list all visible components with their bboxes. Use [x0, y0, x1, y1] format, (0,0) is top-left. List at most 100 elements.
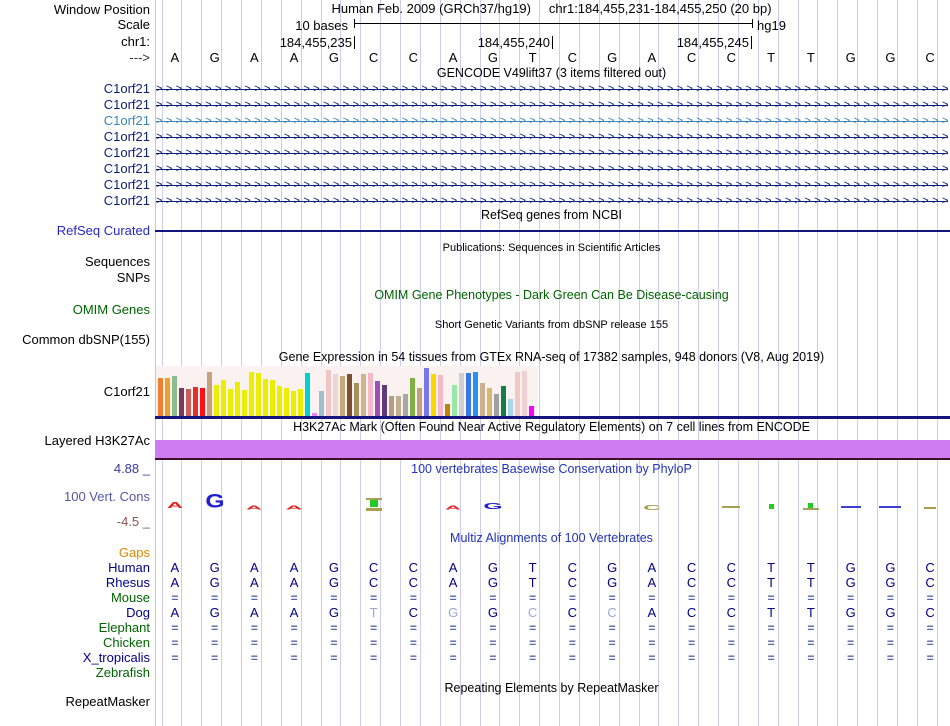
- gencode-gene-label[interactable]: C1orf21: [103, 113, 150, 128]
- gencode-gene-label[interactable]: C1orf21: [103, 161, 150, 176]
- multiz-alignment-base: A: [250, 605, 259, 620]
- multiz-alignment-base: =: [807, 636, 815, 650]
- track-label-refseq-curated[interactable]: RefSeq Curated: [56, 223, 150, 238]
- conservation-mark: [365, 498, 382, 500]
- track-label-common-dbsnp[interactable]: Common dbSNP(155): [22, 332, 150, 347]
- track-title-gencode[interactable]: GENCODE V49lift37 (3 items filtered out): [436, 66, 667, 80]
- multiz-species-label[interactable]: Elephant: [98, 620, 150, 635]
- track-title-multiz[interactable]: Multiz Alignments of 100 Vertebrates: [450, 531, 653, 545]
- multiz-species-label[interactable]: Rhesus: [105, 575, 150, 590]
- multiz-species-label[interactable]: Gaps: [118, 545, 150, 560]
- gencode-transcript-arrows[interactable]: >>>>>>>>>>>>>>>>>>>>>>>>>>>>>>>>>>>>>>>>…: [156, 99, 948, 112]
- gridline: [499, 0, 501, 726]
- gencode-gene-label[interactable]: C1orf21: [103, 177, 150, 192]
- gencode-gene-label[interactable]: C1orf21: [103, 193, 150, 208]
- gencode-transcript-arrows[interactable]: >>>>>>>>>>>>>>>>>>>>>>>>>>>>>>>>>>>>>>>>…: [156, 195, 948, 208]
- multiz-alignment-base: =: [926, 636, 934, 650]
- multiz-alignment-base: =: [409, 636, 417, 650]
- gtex-tissue-bar: [494, 394, 499, 416]
- multiz-alignment-base: =: [926, 621, 934, 635]
- track-title-repeatmasker[interactable]: Repeating Elements by RepeatMasker: [444, 681, 659, 695]
- track-label-100-vert-cons[interactable]: 100 Vert. Cons: [64, 489, 150, 504]
- multiz-alignment-base: =: [648, 651, 656, 665]
- sequence-base: C: [726, 50, 737, 65]
- conservation-mark: [840, 506, 861, 508]
- track-label-gtex-gene[interactable]: C1orf21: [103, 384, 150, 399]
- sequence-base: G: [845, 50, 856, 65]
- scale-label: Scale: [117, 17, 150, 32]
- multiz-species-label[interactable]: Chicken: [103, 635, 150, 650]
- sequence-base: C: [686, 50, 697, 65]
- multiz-species-label[interactable]: Dog: [126, 605, 150, 620]
- refseq-gene-line[interactable]: [155, 230, 950, 232]
- multiz-alignment-base: A: [289, 605, 299, 620]
- gencode-transcript-arrows[interactable]: >>>>>>>>>>>>>>>>>>>>>>>>>>>>>>>>>>>>>>>>…: [156, 83, 948, 96]
- multiz-species-label[interactable]: Human: [108, 560, 150, 575]
- conservation-mark: [369, 500, 378, 507]
- multiz-species-label[interactable]: Zebrafish: [95, 665, 150, 680]
- gtex-tissue-bar: [221, 380, 226, 416]
- multiz-alignment-base: =: [568, 636, 576, 650]
- sequence-base: T: [806, 50, 815, 65]
- gencode-transcript-arrows[interactable]: >>>>>>>>>>>>>>>>>>>>>>>>>>>>>>>>>>>>>>>>…: [156, 179, 948, 192]
- multiz-alignment-base: =: [727, 636, 735, 650]
- base-position-guideline: [155, 0, 156, 726]
- multiz-alignment-base: =: [568, 591, 576, 605]
- gtex-tissue-bar: [207, 372, 212, 416]
- gridline: [718, 0, 720, 726]
- multiz-alignment-base: =: [767, 591, 775, 605]
- track-title-omim[interactable]: OMIM Gene Phenotypes - Dark Green Can Be…: [374, 288, 729, 302]
- gridline: [678, 0, 680, 726]
- track-label-layered-h3k27ac[interactable]: Layered H3K27Ac: [44, 433, 150, 448]
- track-title-h3k27ac[interactable]: H3K27Ac Mark (Often Found Near Active Re…: [293, 420, 810, 434]
- gridline: [578, 0, 580, 726]
- multiz-alignment-base: G: [328, 605, 339, 620]
- multiz-species-label[interactable]: Mouse: [110, 590, 150, 605]
- sequence-base: G: [607, 50, 618, 65]
- multiz-alignment-base: G: [885, 605, 896, 620]
- multiz-alignment-base: =: [250, 651, 258, 665]
- gencode-gene-label[interactable]: C1orf21: [103, 81, 150, 96]
- multiz-species-label[interactable]: X_tropicalis: [82, 650, 150, 665]
- gencode-transcript-arrows[interactable]: >>>>>>>>>>>>>>>>>>>>>>>>>>>>>>>>>>>>>>>>…: [156, 115, 948, 128]
- multiz-alignment-base: =: [409, 651, 417, 665]
- track-label-sequences[interactable]: Sequences: [84, 254, 150, 269]
- multiz-alignment-base: T: [369, 605, 378, 620]
- multiz-alignment-base: A: [170, 560, 180, 575]
- gridline: [539, 0, 541, 726]
- gencode-gene-label[interactable]: C1orf21: [103, 145, 150, 160]
- gencode-transcript-arrows[interactable]: >>>>>>>>>>>>>>>>>>>>>>>>>>>>>>>>>>>>>>>>…: [156, 147, 948, 160]
- gtex-tissue-bar: [354, 383, 359, 416]
- multiz-alignment-base: T: [528, 560, 537, 575]
- gridline: [817, 0, 819, 726]
- gridline: [221, 0, 223, 726]
- track-title-publications[interactable]: Publications: Sequences in Scientific Ar…: [442, 242, 661, 254]
- gtex-tissue-bar: [361, 374, 366, 416]
- multiz-alignment-base: T: [806, 560, 815, 575]
- gridline: [280, 0, 282, 726]
- track-label-snps[interactable]: SNPs: [116, 270, 150, 285]
- h3k27ac-signal-bar[interactable]: [155, 440, 950, 458]
- track-label-repeatmasker[interactable]: RepeatMasker: [65, 694, 150, 709]
- track-label-omim-genes[interactable]: OMIM Genes: [72, 302, 150, 317]
- gtex-tissue-bar: [389, 396, 394, 416]
- track-title-conservation[interactable]: 100 vertebrates Basewise Conservation by…: [411, 462, 692, 476]
- gencode-gene-label[interactable]: C1orf21: [103, 129, 150, 144]
- gtex-tissue-bar: [172, 376, 177, 416]
- track-title-dbsnp[interactable]: Short Genetic Variants from dbSNP releas…: [434, 319, 669, 331]
- multiz-alignment-base: G: [209, 560, 220, 575]
- multiz-alignment-base: T: [806, 605, 815, 620]
- multiz-alignment-base: A: [647, 605, 657, 620]
- gencode-transcript-arrows[interactable]: >>>>>>>>>>>>>>>>>>>>>>>>>>>>>>>>>>>>>>>>…: [156, 163, 948, 176]
- gencode-gene-label[interactable]: C1orf21: [103, 97, 150, 112]
- multiz-alignment-base: =: [489, 591, 497, 605]
- gridline: [936, 0, 938, 726]
- track-title-gtex[interactable]: Gene Expression in 54 tissues from GTEx …: [278, 350, 825, 364]
- conservation-mark: [365, 508, 382, 511]
- multiz-alignment-base: =: [608, 651, 616, 665]
- conservation-mark: [879, 506, 902, 508]
- gencode-transcript-arrows[interactable]: >>>>>>>>>>>>>>>>>>>>>>>>>>>>>>>>>>>>>>>>…: [156, 131, 948, 144]
- sequence-base: C: [567, 50, 578, 65]
- track-title-refseq[interactable]: RefSeq genes from NCBI: [480, 208, 623, 222]
- multiz-alignment-base: =: [648, 636, 656, 650]
